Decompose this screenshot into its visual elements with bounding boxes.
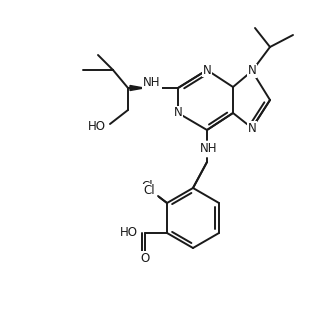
Text: Cl: Cl: [143, 184, 155, 197]
Text: N: N: [203, 64, 211, 76]
Text: NH: NH: [200, 142, 218, 154]
Text: N: N: [174, 106, 183, 119]
Text: NH: NH: [143, 76, 161, 89]
Text: N: N: [248, 121, 256, 134]
Text: HO: HO: [88, 119, 106, 133]
Text: N: N: [248, 65, 256, 77]
Text: O: O: [140, 251, 150, 265]
Polygon shape: [130, 85, 144, 90]
Text: HO: HO: [120, 227, 138, 240]
Text: Cl: Cl: [141, 181, 153, 193]
